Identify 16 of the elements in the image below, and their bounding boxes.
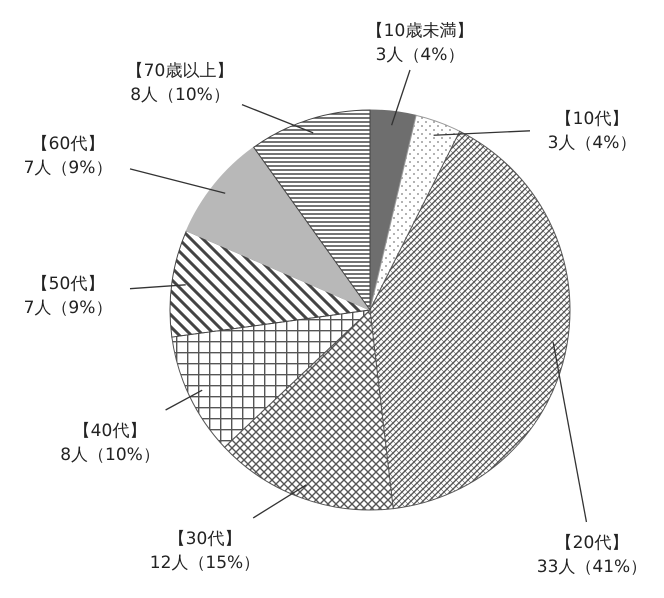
slice-label: 【40代】 (74, 421, 146, 441)
data-label: 33人（41%） (536, 557, 648, 577)
slice-label: 【30代】 (168, 529, 242, 549)
slice-label: 【10歳未満】 (366, 21, 474, 41)
data-label: 8人（10%） (130, 85, 230, 105)
data-label: 7人（9%） (24, 158, 112, 178)
data-label: 3人（4%） (548, 133, 636, 153)
slice-label: 【10代】 (556, 109, 628, 129)
data-label: 3人（4%） (376, 45, 464, 65)
slice-label: 【60代】 (32, 134, 104, 154)
data-label: 7人（9%） (24, 298, 112, 318)
slice-label: 【20代】 (556, 533, 628, 553)
data-label: 12人（15%） (150, 553, 260, 573)
slice-label: 【70歳以上】 (126, 61, 234, 81)
slice-label: 【50代】 (32, 274, 104, 294)
data-label: 8人（10%） (60, 445, 160, 465)
